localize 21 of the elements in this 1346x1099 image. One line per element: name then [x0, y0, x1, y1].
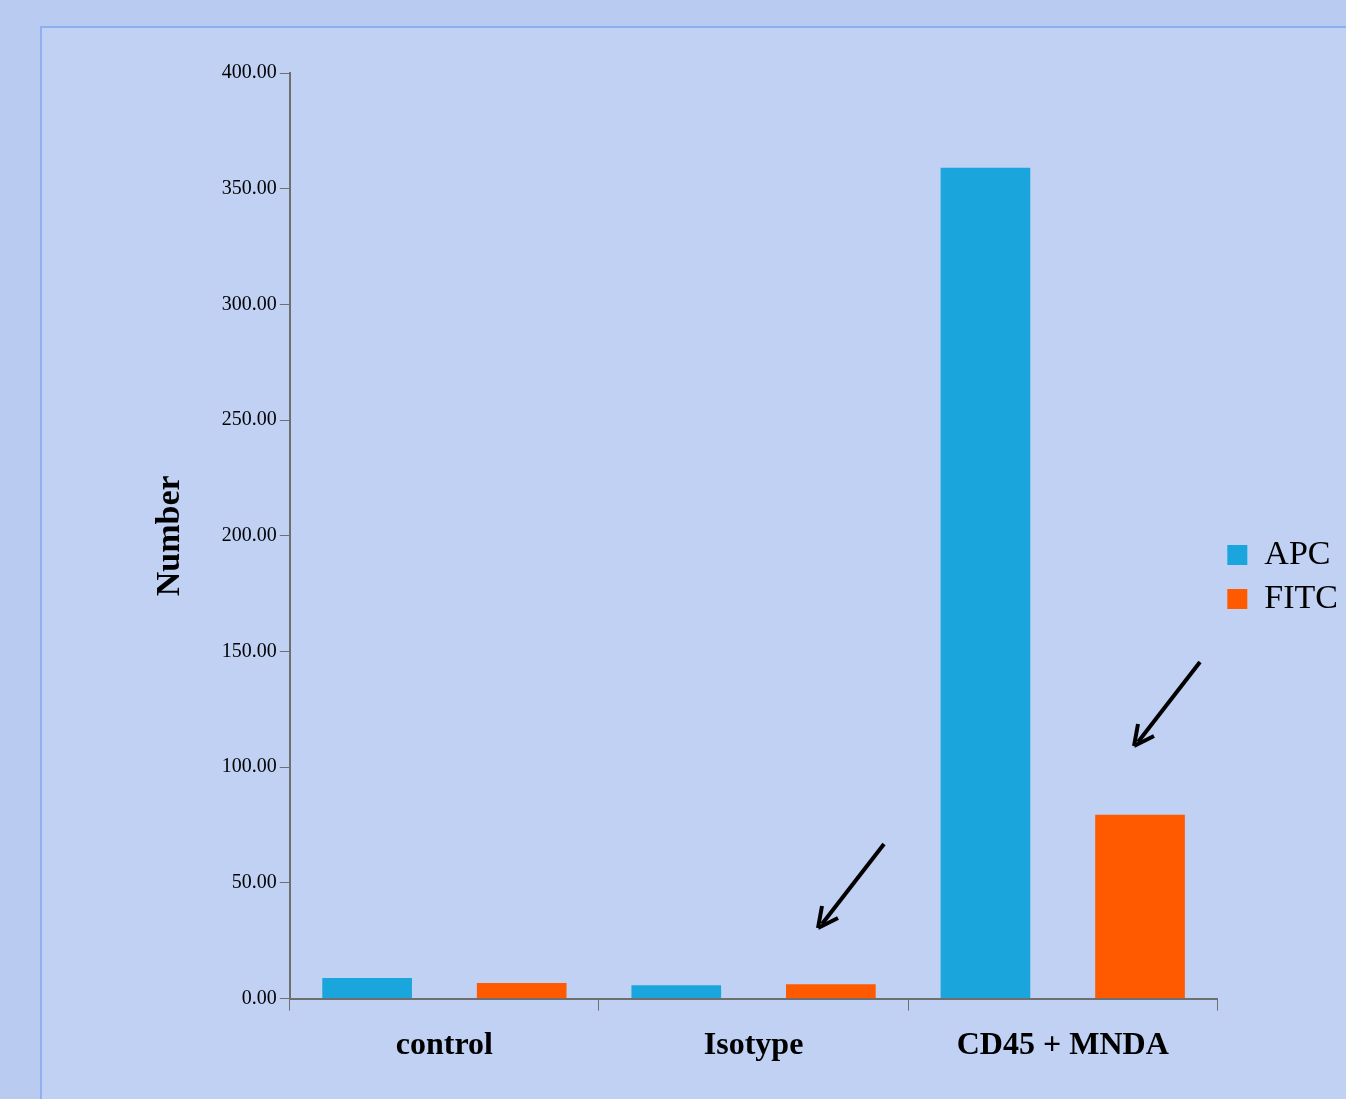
bar: [940, 167, 1031, 999]
bar: [1095, 814, 1185, 999]
legend-label: FITC: [1264, 577, 1339, 615]
x-tick-label: CD45 + MNDA: [956, 1025, 1169, 1062]
bar: [322, 978, 412, 999]
bar: [476, 983, 567, 999]
y-tick-label: 150.00: [221, 638, 277, 661]
y-tick-label: 200.00: [221, 523, 277, 546]
y-tick-label: 400.00: [221, 60, 277, 83]
y-axis-title: Number: [149, 475, 187, 597]
y-tick-label: 250.00: [221, 407, 277, 430]
x-tick-label: control: [395, 1025, 494, 1062]
y-tick-label: 100.00: [221, 754, 277, 777]
y-tick-label: 300.00: [221, 291, 277, 314]
y-tick-label: 350.00: [221, 175, 277, 198]
bar: [786, 984, 876, 999]
y-tick-label: 50.00: [231, 870, 277, 893]
x-tick-label: Isotype: [703, 1025, 804, 1062]
bar: [631, 985, 722, 999]
legend-label: APC: [1264, 533, 1331, 571]
y-tick-label: 0.00: [241, 985, 277, 1008]
